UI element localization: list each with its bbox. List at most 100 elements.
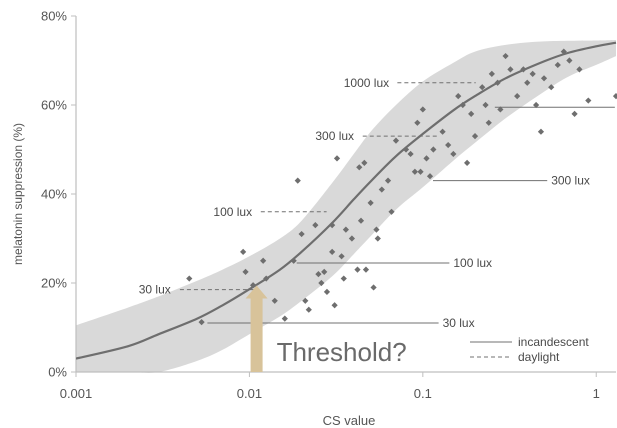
data-point [354, 266, 361, 273]
data-point [357, 217, 365, 224]
x-tick-label: 0.01 [237, 386, 262, 401]
data-point [392, 137, 400, 144]
data-points [186, 48, 617, 326]
data-point [497, 106, 504, 113]
legend-label: daylight [518, 350, 560, 364]
x-tick-label: 0.001 [60, 386, 93, 401]
axes: 0% 20% 40% 60% 80% 0.001 0.01 0.1 1 [41, 9, 616, 401]
data-point [548, 84, 555, 91]
data-point [571, 110, 578, 117]
data-point [342, 226, 349, 233]
data-point [323, 288, 331, 295]
data-point [249, 282, 257, 289]
callout-label: 30 lux [443, 316, 475, 330]
data-point [520, 66, 527, 73]
data-point [315, 271, 322, 278]
data-point [186, 275, 193, 282]
y-tick-label: 40% [41, 187, 67, 202]
threshold-arrow-shaft [250, 296, 263, 372]
data-point [263, 275, 270, 282]
data-point [329, 248, 336, 255]
data-point [426, 173, 434, 180]
data-point [485, 119, 492, 126]
data-point [373, 226, 380, 233]
data-point [361, 159, 368, 166]
data-point [348, 235, 356, 242]
data-point [388, 208, 395, 215]
data-point [554, 61, 561, 69]
data-point [198, 319, 205, 326]
data-point [533, 101, 540, 109]
data-point [411, 168, 418, 175]
data-point [414, 119, 421, 126]
data-point [312, 222, 319, 229]
data-point [333, 155, 341, 162]
callout-label: 100 lux [453, 256, 492, 270]
data-point [331, 302, 338, 309]
data-point [271, 297, 278, 304]
data-point [439, 128, 446, 135]
data-point [378, 186, 385, 193]
data-point [494, 79, 501, 86]
callout-label: 300 lux [315, 129, 354, 143]
x-tick-label: 1 [593, 386, 600, 401]
threshold-annotation: Threshold? [245, 285, 407, 372]
data-point [455, 93, 462, 100]
data-point [540, 75, 548, 82]
data-point [479, 84, 486, 91]
data-point [560, 48, 567, 55]
callout-label: 30 lux [139, 283, 171, 297]
data-point [407, 150, 414, 158]
data-point [529, 70, 536, 77]
data-point [445, 141, 452, 149]
data-point [514, 93, 521, 100]
y-tick-label: 80% [41, 9, 67, 24]
data-point [384, 177, 392, 184]
data-point [471, 133, 479, 140]
data-point [298, 230, 305, 238]
data-point [566, 57, 573, 64]
data-point [340, 275, 347, 282]
threshold-arrowhead [245, 285, 268, 299]
data-point [417, 168, 424, 175]
data-point [374, 235, 381, 242]
data-point [468, 110, 475, 117]
data-point [507, 66, 514, 73]
data-point [502, 52, 509, 60]
x-tick-label: 0.1 [414, 386, 432, 401]
data-point [321, 268, 328, 275]
y-tick-label: 20% [41, 276, 67, 291]
data-point [370, 284, 377, 291]
legend-label: incandescent [518, 335, 589, 349]
callout-label: 300 lux [551, 174, 590, 188]
data-point [537, 128, 545, 135]
data-point [356, 164, 363, 171]
x-axis-label: CS value [323, 413, 376, 428]
data-point [305, 306, 312, 313]
data-point [463, 159, 471, 166]
data-point [524, 79, 531, 86]
data-point [367, 199, 374, 206]
threshold-label: Threshold? [277, 337, 407, 367]
y-tick-label: 0% [48, 365, 67, 380]
callout-label: 100 lux [213, 205, 252, 219]
data-point [612, 93, 617, 100]
data-point [302, 297, 309, 304]
data-point [362, 266, 370, 273]
data-point [338, 253, 345, 260]
data-point [242, 268, 249, 275]
data-point [281, 315, 288, 322]
data-point [260, 257, 267, 264]
data-point [290, 257, 297, 264]
data-point [482, 101, 489, 109]
y-axis-label: melatonin suppression (%) [11, 123, 25, 265]
callout-label: 1000 lux [344, 76, 389, 90]
data-point [329, 222, 336, 229]
data-point [294, 177, 301, 184]
data-point [459, 101, 466, 109]
data-point [585, 97, 592, 104]
data-point [430, 146, 437, 153]
